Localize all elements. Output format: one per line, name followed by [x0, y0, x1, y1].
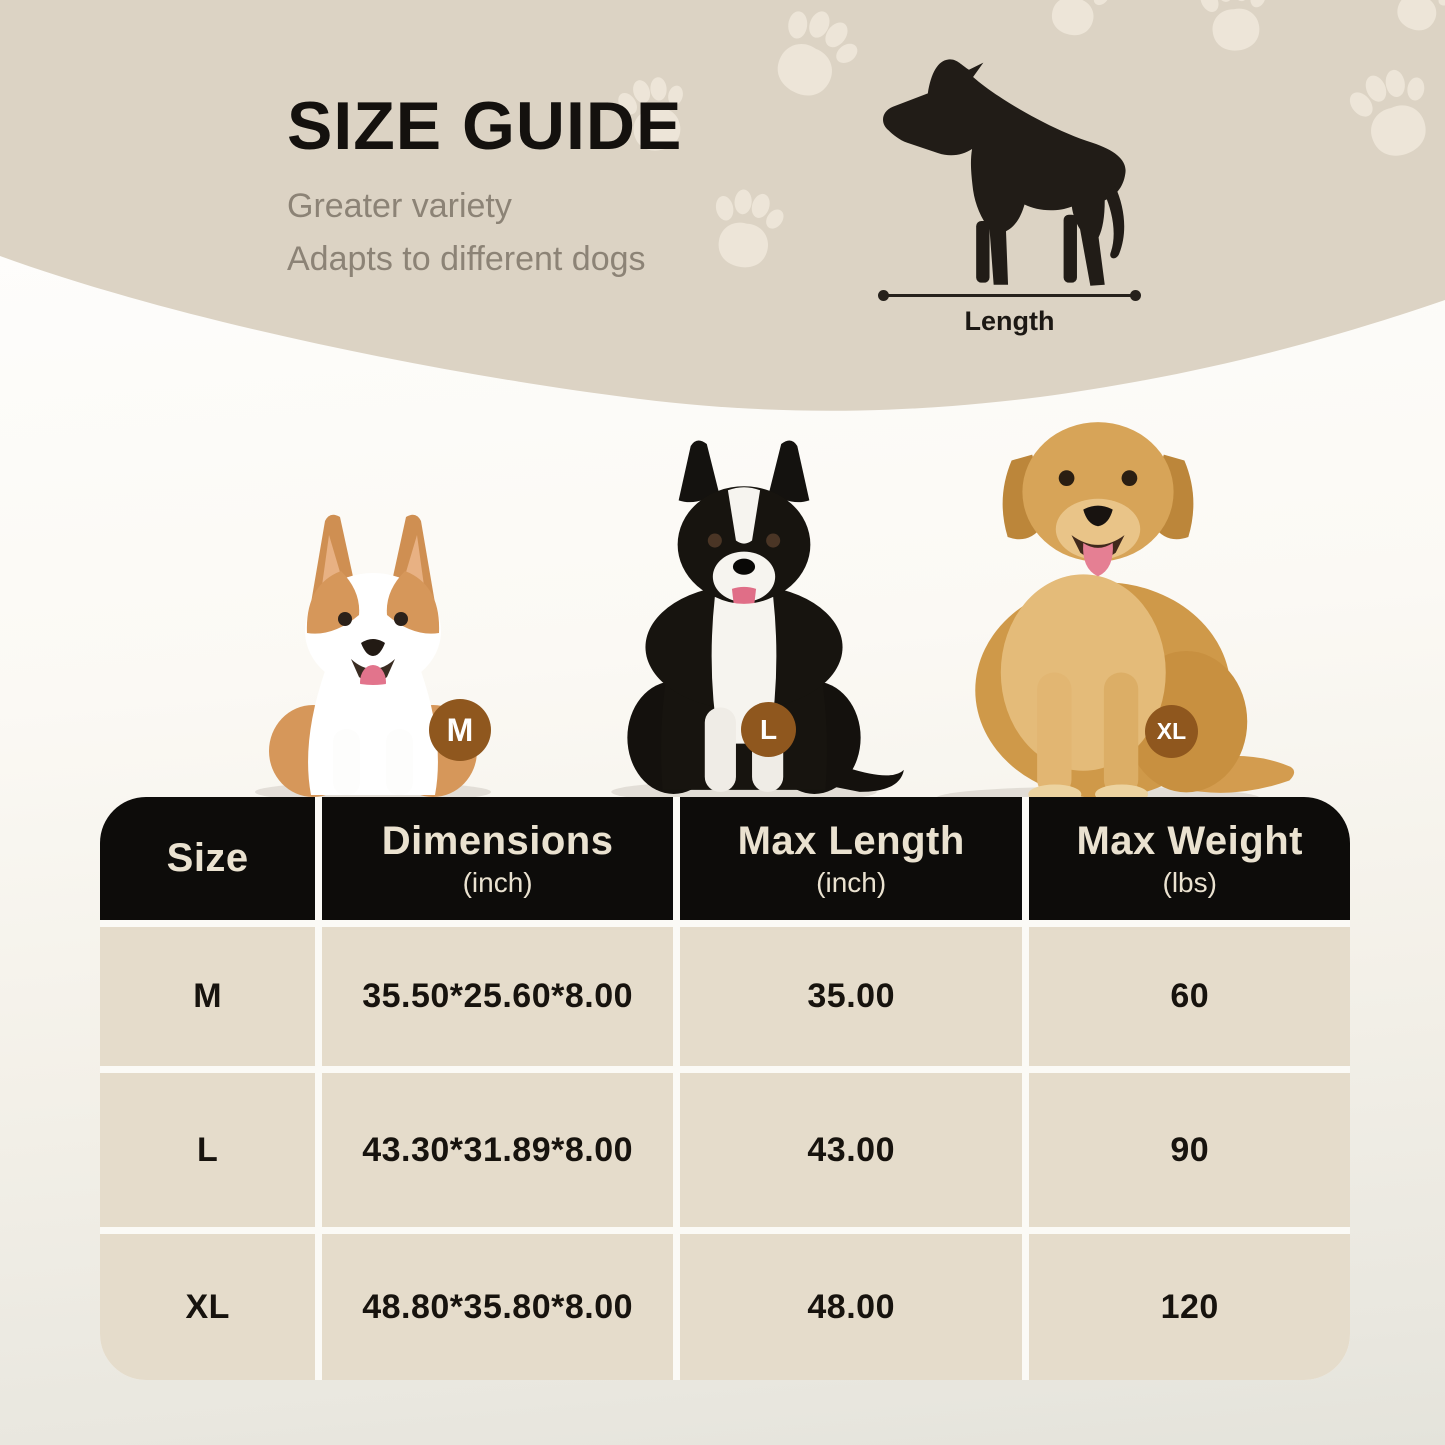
table-cell-dimensions-l: 43.30*31.89*8.00 — [322, 1073, 673, 1227]
subtitle-line-1: Greater variety — [287, 187, 512, 225]
table-cell-size-m: M — [100, 927, 316, 1066]
table-cell-max-weight-m: 60 — [1029, 927, 1350, 1066]
length-label: Length — [964, 306, 1055, 336]
golden-retriever-photo — [936, 422, 1295, 810]
length-measure-line — [878, 290, 1141, 301]
column-header-label: Dimensions — [381, 818, 614, 863]
table-cell-size-xl: XL — [100, 1234, 316, 1380]
table-cell-size-l: L — [100, 1073, 316, 1227]
size-table: Size Dimensions (inch) Max Length (inch)… — [100, 797, 1350, 1380]
subtitle-line-2: Adapts to different dogs — [287, 239, 646, 278]
measure-dot-right — [1130, 290, 1141, 301]
table-cell-max-weight-l: 90 — [1029, 1073, 1350, 1227]
beige-banner-curve — [0, 0, 1445, 411]
size-badge-xl: XL — [1145, 705, 1198, 758]
column-header-label: Size — [166, 836, 249, 880]
border-collie-photo — [611, 440, 904, 803]
column-header-size: Size — [100, 797, 316, 920]
dog-silhouette-icon — [883, 59, 1126, 286]
column-header-label: Max Length — [737, 818, 965, 863]
column-header-label: Max Weight — [1076, 818, 1303, 863]
column-header-dimensions: Dimensions (inch) — [322, 797, 673, 920]
table-cell-dimensions-xl: 48.80*35.80*8.00 — [322, 1234, 673, 1380]
page-subtitle: Greater variety Adapts to different dogs — [287, 180, 682, 285]
table-cell-max-length-xl: 48.00 — [679, 1234, 1023, 1380]
size-badge-l: L — [741, 702, 796, 757]
column-header-unit: (lbs) — [1162, 866, 1217, 898]
page-title: SIZE GUIDE — [287, 88, 683, 164]
column-header-unit: (inch) — [462, 866, 533, 898]
column-header-unit: (inch) — [816, 866, 887, 898]
header-text-block: SIZE GUIDE Greater variety Adapts to dif… — [287, 92, 682, 285]
column-header-max-weight: Max Weight (lbs) — [1029, 797, 1350, 920]
table-cell-dimensions-m: 35.50*25.60*8.00 — [322, 927, 673, 1066]
size-badge-m: M — [429, 699, 491, 761]
corgi-photo — [255, 514, 491, 802]
table-cell-max-length-l: 43.00 — [679, 1073, 1023, 1227]
table-cell-max-length-m: 35.00 — [679, 927, 1023, 1066]
column-header-max-length: Max Length (inch) — [679, 797, 1023, 920]
measure-dot-left — [878, 290, 889, 301]
table-cell-max-weight-xl: 120 — [1029, 1234, 1350, 1380]
